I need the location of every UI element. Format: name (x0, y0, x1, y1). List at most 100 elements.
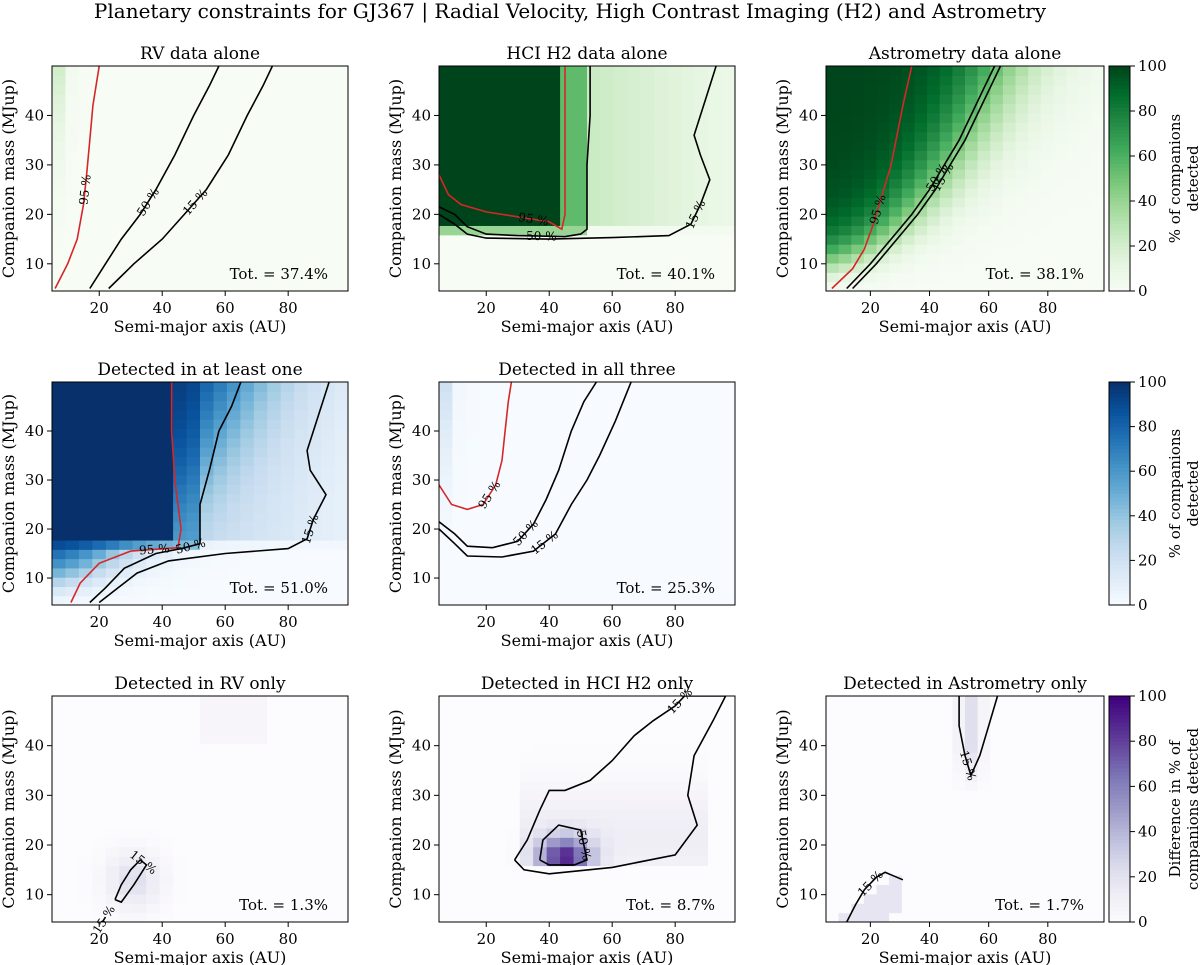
heatmap-cell (253, 94, 268, 105)
heatmap-cell (146, 558, 161, 569)
heatmap-cell (1053, 893, 1067, 904)
heatmap-cell (213, 253, 228, 264)
colorbar-segment (1109, 775, 1130, 780)
heatmap-cell (519, 187, 534, 198)
heatmap-cell (267, 743, 282, 754)
heatmap-cell (334, 912, 348, 922)
heatmap-cell (560, 577, 575, 588)
heatmap-cell (92, 159, 107, 170)
heatmap-cell (681, 94, 696, 105)
heatmap-cell (186, 714, 201, 725)
heatmap-cell (863, 846, 878, 857)
heatmap-cell (240, 865, 255, 876)
heatmap-cell (533, 856, 548, 867)
heatmap-cell (173, 549, 188, 560)
heatmap-cell (105, 724, 120, 735)
heatmap-cell (465, 696, 480, 707)
heatmap-cell (667, 437, 682, 448)
heatmap-cell (334, 512, 348, 522)
heatmap-cell (334, 790, 348, 801)
heatmap-cell (721, 903, 735, 914)
heatmap-cell (452, 187, 467, 198)
heatmap-cell (1078, 187, 1092, 198)
heatmap-cell (465, 856, 480, 867)
heatmap-cell (506, 761, 521, 772)
heatmap-cell (465, 884, 480, 895)
heatmap-cell (200, 903, 215, 914)
heatmap-cell (546, 103, 561, 114)
y-tick-label: 30 (25, 471, 44, 489)
heatmap-cell (65, 539, 80, 550)
heatmap-cell (694, 846, 709, 857)
heatmap-cell (479, 94, 494, 105)
heatmap-cell (506, 141, 521, 151)
heatmap-cell (186, 771, 201, 782)
heatmap-cell (452, 225, 467, 236)
heatmap-cell (307, 696, 322, 707)
heatmap-cell (889, 84, 903, 95)
heatmap-cell (240, 150, 255, 161)
contour-label: 95 % (139, 541, 170, 557)
heatmap-cell (990, 799, 1004, 810)
heatmap-cell (173, 799, 188, 810)
heatmap-cell (506, 456, 521, 467)
heatmap-cell (1040, 705, 1055, 716)
heatmap-cell (173, 465, 188, 476)
heatmap-cell (200, 75, 215, 86)
heatmap-cell (65, 253, 80, 264)
heatmap-cell (721, 141, 735, 151)
heatmap-cell (939, 903, 953, 914)
heatmap-cell (334, 428, 348, 439)
heatmap-cell (146, 216, 161, 226)
heatmap-cell (52, 809, 67, 820)
heatmap-cell (1053, 912, 1067, 922)
heatmap-cell (927, 761, 941, 772)
heatmap-cell (213, 103, 228, 114)
heatmap-cell (708, 705, 723, 716)
heatmap-cell (92, 437, 107, 448)
heatmap-cell (952, 234, 966, 245)
heatmap-cell (294, 216, 309, 226)
heatmap-cell (92, 75, 107, 86)
heatmap-cell (506, 818, 521, 829)
heatmap-cell (681, 216, 696, 226)
heatmap-cell (280, 595, 295, 605)
heatmap-cell (240, 771, 255, 782)
heatmap-cell (560, 837, 575, 848)
heatmap-cell (889, 150, 903, 161)
heatmap-cell (1040, 827, 1055, 838)
heatmap-cell (452, 112, 467, 123)
heatmap-cell (681, 474, 696, 485)
heatmap-cell (627, 94, 642, 105)
y-tick-label: 20 (412, 836, 431, 854)
heatmap-cell (226, 558, 241, 569)
colorbar-segment (1109, 189, 1130, 194)
heatmap-cell (640, 558, 655, 569)
heatmap-cell (863, 272, 878, 283)
heatmap-cell (1015, 281, 1029, 291)
heatmap-cell (506, 84, 521, 95)
heatmap-cell (307, 225, 322, 236)
heatmap-cell (519, 234, 534, 245)
heatmap-cell (573, 465, 588, 476)
heatmap-cell (1066, 780, 1080, 791)
heatmap-cell (65, 530, 80, 541)
heatmap-cell (573, 530, 588, 541)
heatmap-cell (280, 696, 295, 707)
heatmap-cell (851, 234, 865, 245)
heatmap-cell (146, 705, 161, 716)
colorbar-tick-label: 100 (1138, 373, 1167, 391)
heatmap-cell (52, 512, 67, 522)
x-axis-label: Semi-major axis (AU) (501, 631, 674, 650)
heatmap-cell (240, 577, 255, 588)
heatmap-cell (613, 502, 628, 513)
heatmap-cell (65, 419, 80, 430)
heatmap-cell (105, 281, 120, 291)
heatmap-cell (105, 521, 120, 532)
heatmap-cell (990, 771, 1004, 782)
heatmap-cell (708, 169, 723, 180)
heatmap-cell (613, 893, 628, 904)
heatmap-cell (838, 752, 852, 763)
heatmap-cell (240, 178, 255, 189)
heatmap-cell (533, 272, 548, 283)
